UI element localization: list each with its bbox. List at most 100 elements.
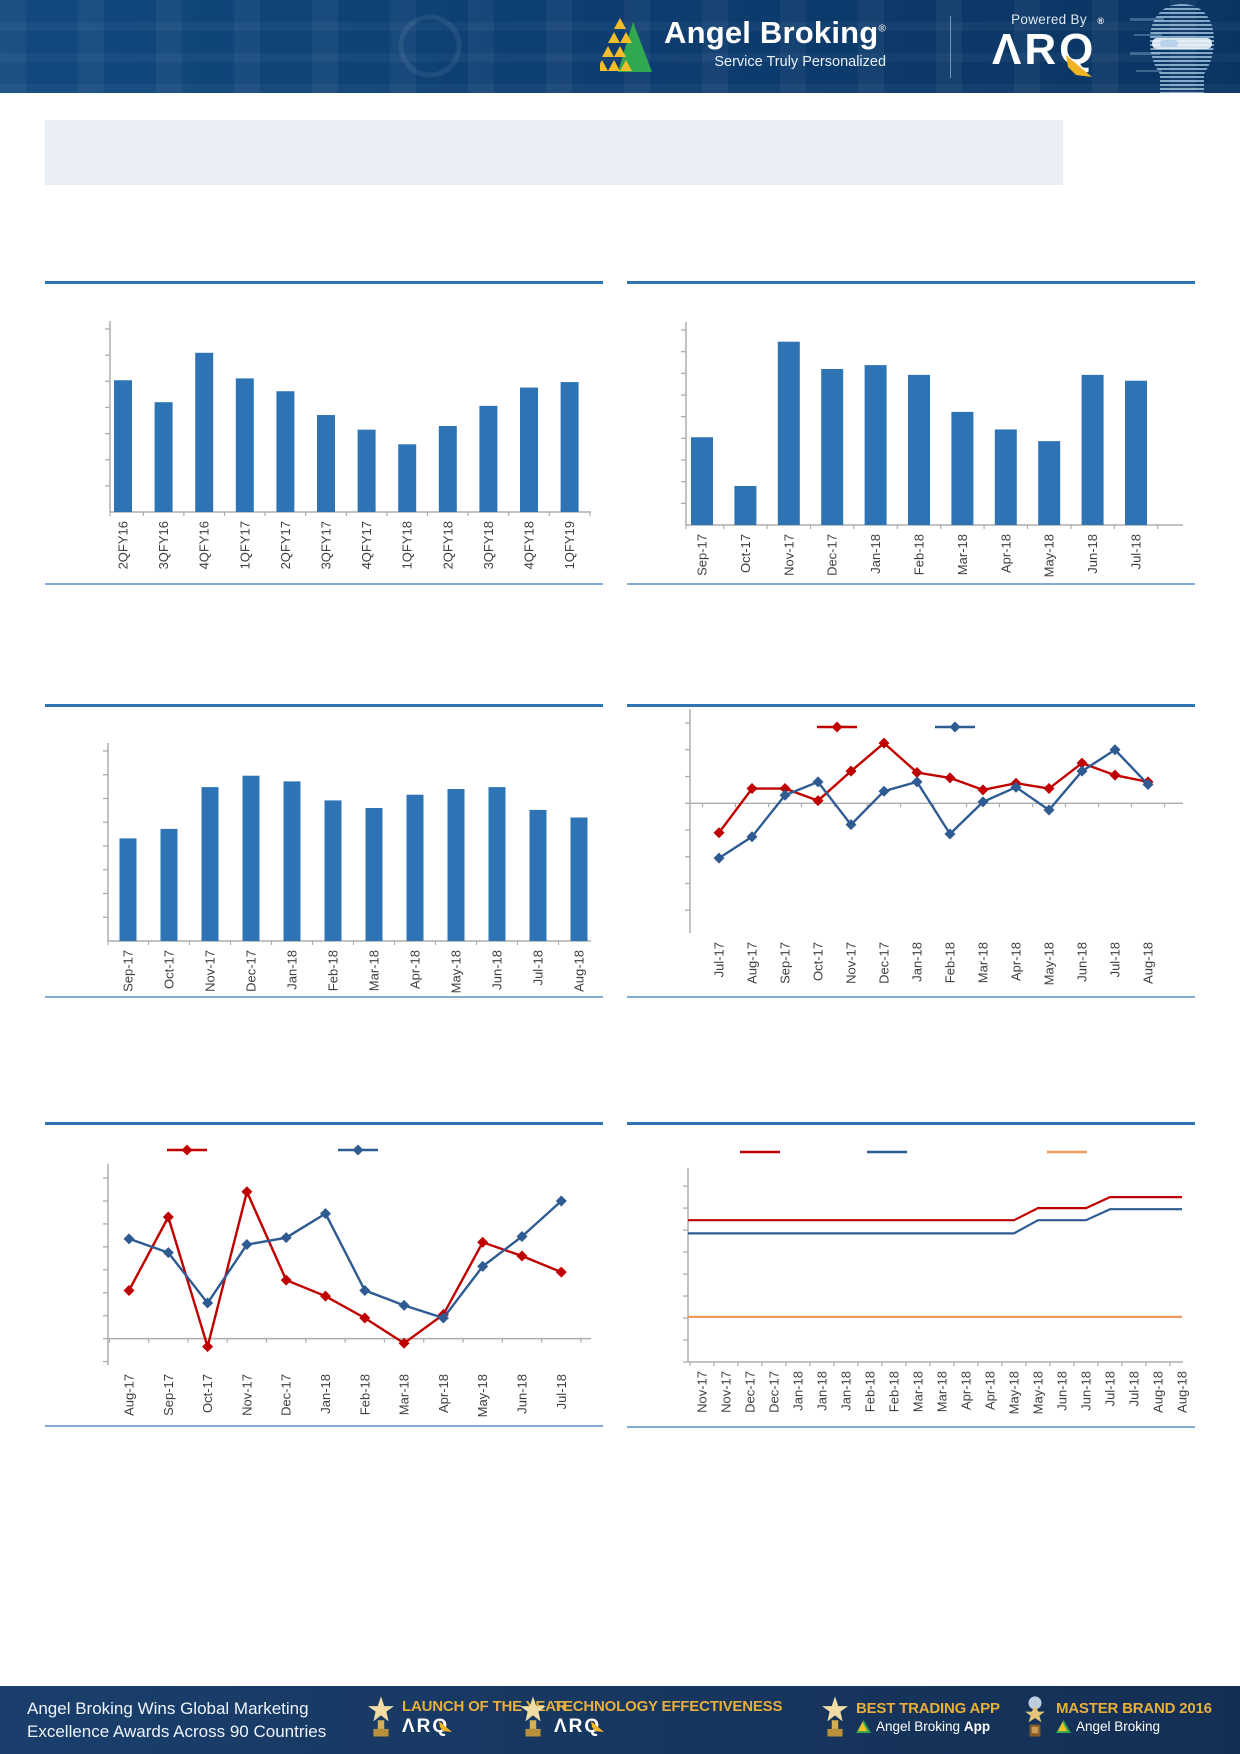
svg-text:Apr-18: Apr-18	[959, 1371, 974, 1410]
svg-text:Dec-17: Dec-17	[767, 1371, 782, 1413]
svg-text:4QFY18: 4QFY18	[522, 521, 537, 569]
svg-text:Jan-18: Jan-18	[285, 950, 300, 990]
trophy-icon	[822, 1696, 848, 1737]
trophy-icon	[368, 1696, 394, 1737]
svg-text:Jan-18: Jan-18	[839, 1371, 854, 1411]
svg-text:Jun-18: Jun-18	[490, 950, 505, 990]
svg-text:Jul-18: Jul-18	[1103, 1371, 1118, 1406]
award-sub-arq-logo: ΛRQ	[554, 1717, 605, 1736]
award-title: LAUNCH OF THE YEAR	[402, 1698, 567, 1715]
svg-text:Dec-17: Dec-17	[825, 534, 840, 576]
chart-monthly-bar-2: Sep-17 Oct-17 Nov-17 Dec-17 Jan-18 Feb-18 Mar-…	[45, 704, 603, 998]
footer-headline-line2: Excellence Awards Across 90 Countries	[27, 1721, 327, 1741]
svg-text:May-18: May-18	[475, 1374, 490, 1417]
svg-text:Apr-18: Apr-18	[998, 534, 1013, 573]
legend-item	[1047, 1146, 1087, 1158]
svg-text:Jun-18: Jun-18	[1085, 534, 1100, 574]
title-banner-box	[45, 120, 1063, 185]
svg-text:Dec-17: Dec-17	[743, 1371, 758, 1413]
svg-text:Sep-17: Sep-17	[695, 534, 710, 576]
award-best-trading-app: BEST TRADING APP Angel Broking App	[822, 1695, 1000, 1739]
svg-text:Feb-18: Feb-18	[912, 534, 927, 575]
svg-text:Dec-17: Dec-17	[279, 1374, 294, 1416]
svg-text:3QFY17: 3QFY17	[319, 521, 334, 569]
angel-triangle-logo-icon	[600, 18, 652, 72]
svg-text:1QFY17: 1QFY17	[237, 521, 252, 569]
svg-text:Mar-18: Mar-18	[955, 534, 970, 575]
award-sub-angel: Angel Broking	[1056, 1719, 1212, 1734]
arq-arrow-icon	[591, 1721, 605, 1732]
footer-headline: Angel Broking Wins Global Marketing Exce…	[27, 1698, 326, 1743]
svg-text:Jan-18: Jan-18	[910, 942, 925, 982]
svg-text:4QFY17: 4QFY17	[359, 521, 374, 569]
svg-text:Jan-18: Jan-18	[815, 1371, 830, 1411]
brand-tagline: Service Truly Personalized	[714, 53, 887, 70]
legend-item	[867, 1146, 907, 1158]
svg-text:May-18: May-18	[1042, 942, 1057, 985]
brand-name: Angel Broking®	[664, 14, 887, 50]
svg-text:2QFY18: 2QFY18	[440, 521, 455, 569]
angel-triangle-logo-icon	[856, 1720, 871, 1733]
svg-text:1QFY18: 1QFY18	[400, 521, 415, 569]
award-master-brand-2016: MASTER BRAND 2016 Angel Broking	[1022, 1695, 1212, 1739]
svg-text:Jun-18: Jun-18	[515, 1374, 530, 1414]
svg-text:Jul-18: Jul-18	[1127, 1371, 1142, 1406]
legend-marker-icon	[1047, 1150, 1087, 1154]
chart-two-series-line-2: Aug-17 Sep-17 Oct-17 Nov-17 Dec-17 Jan-18 Feb-…	[45, 1122, 603, 1427]
svg-text:Sep-17: Sep-17	[121, 950, 136, 992]
svg-text:Feb-18: Feb-18	[887, 1371, 902, 1412]
svg-text:Aug-18: Aug-18	[1141, 942, 1156, 984]
legend-item	[935, 721, 975, 733]
award-sub-arq-logo: ΛRQ	[402, 1717, 453, 1736]
svg-text:Aug-18: Aug-18	[1175, 1371, 1190, 1413]
arq-arrow-icon	[439, 1721, 453, 1732]
svg-text:May-18: May-18	[449, 950, 464, 993]
svg-text:1QFY19: 1QFY19	[562, 521, 577, 569]
svg-text:Mar-18: Mar-18	[367, 950, 382, 991]
award-title: MASTER BRAND 2016	[1056, 1700, 1212, 1717]
svg-text:Dec-17: Dec-17	[244, 950, 259, 992]
svg-text:Jun-18: Jun-18	[1075, 942, 1090, 982]
digital-head-graphic	[1130, 4, 1214, 93]
svg-text:Jul-18: Jul-18	[531, 950, 546, 985]
line-chart-1-svg: Jul-17 Aug-17 Sep-17 Oct-17 Nov-17 Dec-17 Jan-…	[685, 709, 1183, 985]
svg-text:Nov-17: Nov-17	[844, 942, 859, 984]
svg-text:Aug-17: Aug-17	[122, 1374, 137, 1416]
chart-quarterly-bar: 2QFY16 3QFY16 4QFY16 1QFY17 2QFY17 3QFY17 4QFY…	[45, 281, 603, 585]
svg-text:Oct-17: Oct-17	[738, 534, 753, 573]
svg-text:Jul-18: Jul-18	[554, 1374, 569, 1409]
svg-text:3QFY18: 3QFY18	[481, 521, 496, 569]
footer-headline-line1: Angel Broking Wins Global Marketing	[27, 1699, 309, 1718]
svg-text:Aug-18: Aug-18	[1151, 1371, 1166, 1413]
svg-text:Nov-17: Nov-17	[203, 950, 218, 992]
svg-text:Nov-17: Nov-17	[695, 1371, 710, 1413]
legend-item	[167, 1144, 207, 1156]
angel-triangle-logo-icon	[1056, 1720, 1071, 1733]
svg-text:Mar-18: Mar-18	[976, 942, 991, 983]
svg-text:Feb-18: Feb-18	[326, 950, 341, 991]
powered-by-label: Powered By	[1011, 12, 1087, 27]
svg-text:Apr-18: Apr-18	[1009, 942, 1024, 981]
trophy-icon	[520, 1696, 546, 1737]
arq-logo-block: Powered By ΛRQ®	[966, 12, 1132, 78]
svg-text:Aug-17: Aug-17	[745, 942, 760, 984]
svg-text:Mar-18: Mar-18	[397, 1374, 412, 1415]
legend-marker-icon	[740, 1150, 780, 1154]
svg-text:Jan-18: Jan-18	[318, 1374, 333, 1414]
svg-text:Apr-18: Apr-18	[408, 950, 423, 989]
svg-text:Oct-17: Oct-17	[811, 942, 826, 981]
svg-text:Nov-17: Nov-17	[239, 1374, 254, 1416]
legend-item	[740, 1146, 780, 1158]
legend-item	[817, 721, 857, 733]
footer-awards-band: Angel Broking Wins Global Marketing Exce…	[0, 1686, 1240, 1754]
svg-text:Oct-17: Oct-17	[162, 950, 177, 989]
svg-text:4QFY16: 4QFY16	[197, 521, 212, 569]
svg-text:Nov-17: Nov-17	[781, 534, 796, 576]
svg-text:2QFY17: 2QFY17	[278, 521, 293, 569]
legend-marker-icon	[867, 1150, 907, 1154]
svg-text:Mar-18: Mar-18	[911, 1371, 926, 1412]
registered-mark: ®	[878, 23, 887, 35]
svg-text:May-18: May-18	[1007, 1371, 1022, 1414]
svg-text:Jun-18: Jun-18	[1079, 1371, 1094, 1411]
